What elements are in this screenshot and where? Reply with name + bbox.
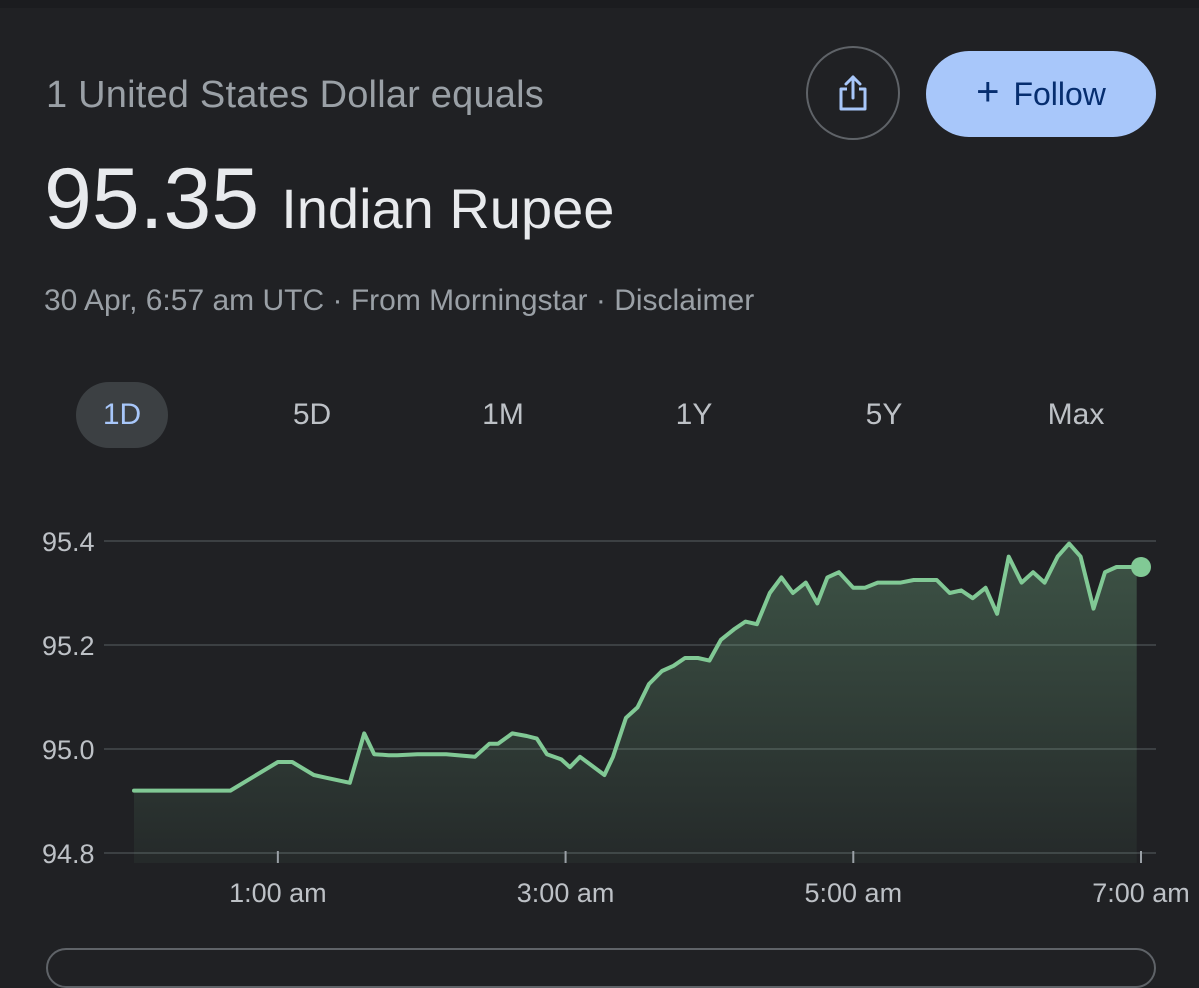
x-tick-label: 7:00 am bbox=[1092, 878, 1190, 908]
share-button[interactable] bbox=[806, 46, 900, 140]
tab-max[interactable]: Max bbox=[1047, 398, 1105, 431]
y-tick-label: 94.8 bbox=[42, 839, 95, 869]
meta-separator: · bbox=[587, 284, 615, 317]
series-line bbox=[132, 541, 1139, 793]
rate-meta: 30 Apr, 6:57 am UTC · From Morningstar ·… bbox=[44, 284, 754, 318]
range-tabs: 1D 5D 1M 1Y 5Y Max bbox=[0, 382, 1199, 448]
timestamp: 30 Apr, 6:57 am UTC bbox=[44, 284, 325, 317]
tab-1m[interactable]: 1M bbox=[482, 398, 524, 431]
area-fill bbox=[134, 543, 1137, 863]
x-tick-label: 5:00 am bbox=[805, 878, 903, 908]
y-tick-label: 95.2 bbox=[42, 631, 95, 661]
y-tick-label: 95.4 bbox=[42, 527, 95, 557]
tab-5y[interactable]: 5Y bbox=[865, 398, 903, 431]
y-tick-label: 95.0 bbox=[42, 735, 95, 765]
tab-1d[interactable]: 1D bbox=[76, 382, 168, 448]
x-tick-label: 3:00 am bbox=[517, 878, 615, 908]
rate-value: 95.35 bbox=[44, 151, 260, 247]
meta-separator: · bbox=[324, 284, 351, 317]
current-point bbox=[1131, 557, 1151, 577]
rate-display: 95.35 Indian Rupee bbox=[44, 150, 614, 249]
rate-currency: Indian Rupee bbox=[281, 177, 615, 240]
follow-label: Follow bbox=[1013, 75, 1106, 112]
plus-icon: + bbox=[976, 70, 1000, 114]
follow-button[interactable]: + Follow bbox=[926, 51, 1156, 137]
conversion-subtitle: 1 United States Dollar equals bbox=[46, 74, 544, 116]
share-icon bbox=[839, 75, 867, 111]
x-tick-label: 1:00 am bbox=[229, 878, 327, 908]
bottom-card-edge bbox=[46, 948, 1156, 988]
tab-1y[interactable]: 1Y bbox=[675, 398, 713, 431]
exchange-rate-chart[interactable]: 95.4 95.2 95.0 94.8 1:00 am 3:00 am 5:00 am 7:0… bbox=[0, 500, 1199, 920]
disclaimer-link[interactable]: Disclaimer bbox=[614, 284, 755, 317]
top-divider bbox=[0, 0, 1199, 8]
source-text: From Morningstar bbox=[350, 284, 588, 317]
tab-5d[interactable]: 5D bbox=[292, 398, 332, 431]
